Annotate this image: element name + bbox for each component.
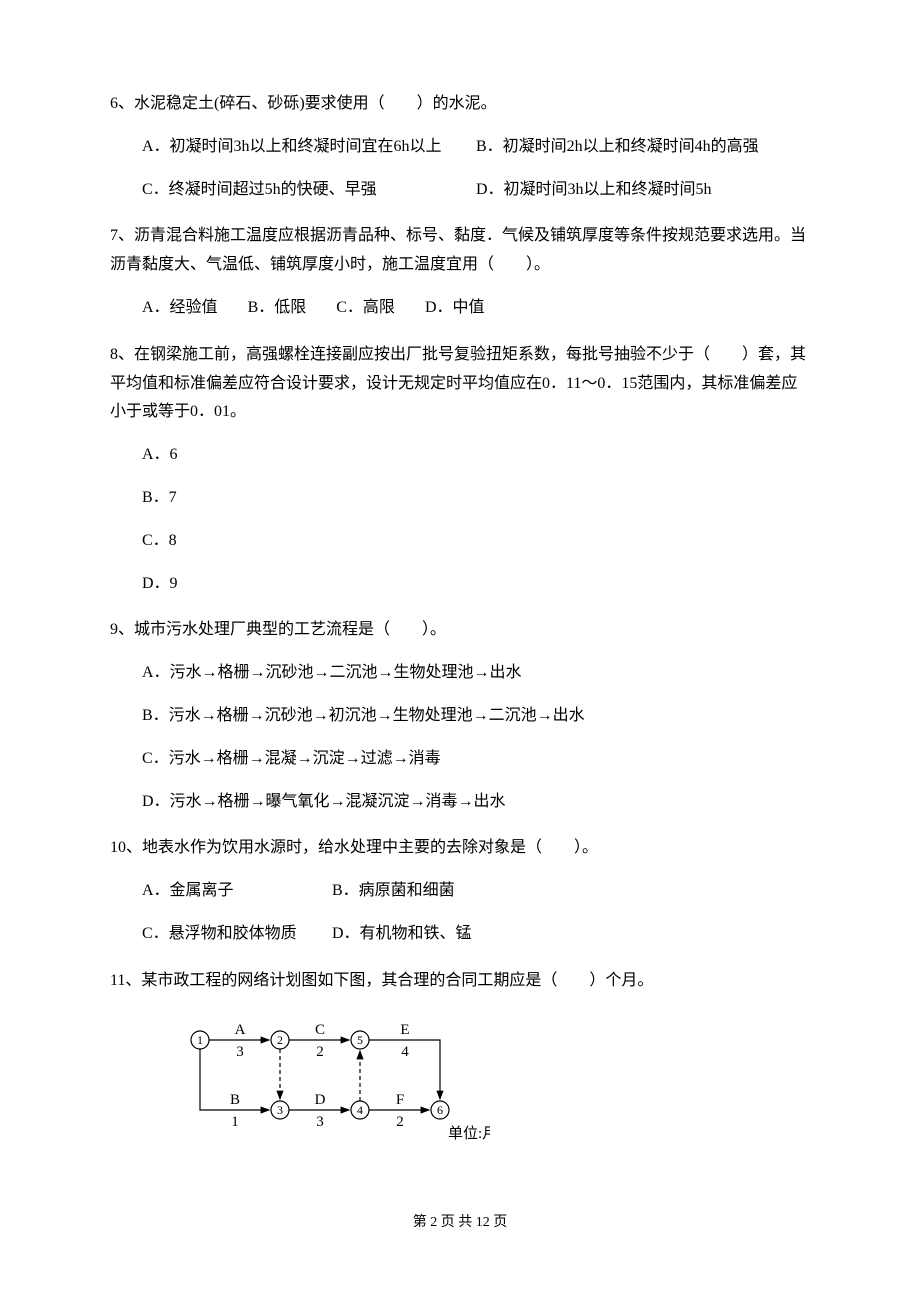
option: B．病原菌和细菌 (332, 877, 522, 906)
svg-text:D: D (315, 1092, 326, 1108)
svg-text:1: 1 (197, 1033, 203, 1047)
question-10: 10、地表水作为饮用水源时，给水处理中主要的去除对象是（ ）。 A．金属离子B．病… (110, 834, 810, 948)
option: C．终凝时间超过5h的快硬、早强 (142, 176, 476, 205)
option: A．经验值 (142, 294, 218, 323)
option: A．金属离子 (142, 877, 332, 906)
option: B．7 (142, 484, 810, 513)
question-text: 8、在钢梁施工前，高强螺栓连接副应按出厂批号复验扭矩系数，每批号抽验不少于（ ）… (110, 341, 810, 427)
network-diagram: A 3 B 1 C 2 D 3 E 4 F 2 1 2 3 4 5 6 单位:月 (170, 1010, 490, 1150)
svg-text:4: 4 (357, 1103, 363, 1117)
question-11: 11、某市政工程的网络计划图如下图，其合理的合同工期应是（ ）个月。 A 3 B 1 C 2… (110, 967, 810, 1161)
question-text: 10、地表水作为饮用水源时，给水处理中主要的去除对象是（ ）。 (110, 834, 810, 863)
svg-text:单位:月: 单位:月 (448, 1125, 490, 1142)
svg-text:2: 2 (277, 1033, 283, 1047)
option: C．悬浮物和胶体物质 (142, 920, 332, 949)
option: C．污水→格栅→混凝→沉淀→过滤→消毒 (142, 745, 810, 774)
question-text: 7、沥青混合料施工温度应根据沥青品种、标号、黏度．气候及铺筑厚度等条件按规范要求… (110, 222, 810, 280)
svg-text:5: 5 (357, 1033, 363, 1047)
svg-text:3: 3 (277, 1103, 283, 1117)
svg-text:1: 1 (231, 1114, 239, 1130)
question-text: 9、城市污水处理厂典型的工艺流程是（ ）。 (110, 616, 810, 645)
option: A．初凝时间3h以上和终凝时间宜在6h以上 (142, 133, 476, 162)
option: C．高限 (336, 294, 395, 323)
question-8: 8、在钢梁施工前，高强螺栓连接副应按出厂批号复验扭矩系数，每批号抽验不少于（ ）… (110, 341, 810, 599)
svg-text:C: C (315, 1022, 325, 1038)
option: D．有机物和铁、锰 (332, 920, 522, 949)
svg-text:A: A (235, 1022, 246, 1038)
question-6: 6、水泥稳定土(碎石、砂砾)要求使用（ ）的水泥。 A．初凝时间3h以上和终凝时间… (110, 90, 810, 204)
page-footer: 第 2 页 共 12 页 (110, 1210, 810, 1235)
option: D．9 (142, 570, 810, 599)
question-9: 9、城市污水处理厂典型的工艺流程是（ ）。 A．污水→格栅→沉砂池→二沉池→生物处… (110, 616, 810, 816)
svg-text:2: 2 (316, 1044, 324, 1060)
svg-text:F: F (396, 1092, 404, 1108)
network-diagram-container: A 3 B 1 C 2 D 3 E 4 F 2 1 2 3 4 5 6 单位:月 (170, 1010, 810, 1161)
svg-text:E: E (400, 1022, 409, 1038)
option: B．初凝时间2h以上和终凝时间4h的高强 (476, 133, 810, 162)
svg-text:B: B (230, 1092, 240, 1108)
option: A．6 (142, 441, 810, 470)
option: D．初凝时间3h以上和终凝时间5h (476, 176, 810, 205)
option: B．污水→格栅→沉砂池→初沉池→生物处理池→二沉池→出水 (142, 702, 810, 731)
option: C．8 (142, 527, 810, 556)
svg-text:2: 2 (396, 1114, 404, 1130)
option: D．中值 (425, 294, 485, 323)
option: D．污水→格栅→曝气氧化→混凝沉淀→消毒→出水 (142, 788, 810, 817)
svg-text:3: 3 (236, 1044, 244, 1060)
svg-text:6: 6 (437, 1103, 443, 1117)
option: B．低限 (248, 294, 307, 323)
question-text: 6、水泥稳定土(碎石、砂砾)要求使用（ ）的水泥。 (110, 90, 810, 119)
question-7: 7、沥青混合料施工温度应根据沥青品种、标号、黏度．气候及铺筑厚度等条件按规范要求… (110, 222, 810, 322)
svg-text:4: 4 (401, 1044, 409, 1060)
option: A．污水→格栅→沉砂池→二沉池→生物处理池→出水 (142, 659, 810, 688)
svg-text:3: 3 (316, 1114, 324, 1130)
question-text: 11、某市政工程的网络计划图如下图，其合理的合同工期应是（ ）个月。 (110, 967, 810, 996)
